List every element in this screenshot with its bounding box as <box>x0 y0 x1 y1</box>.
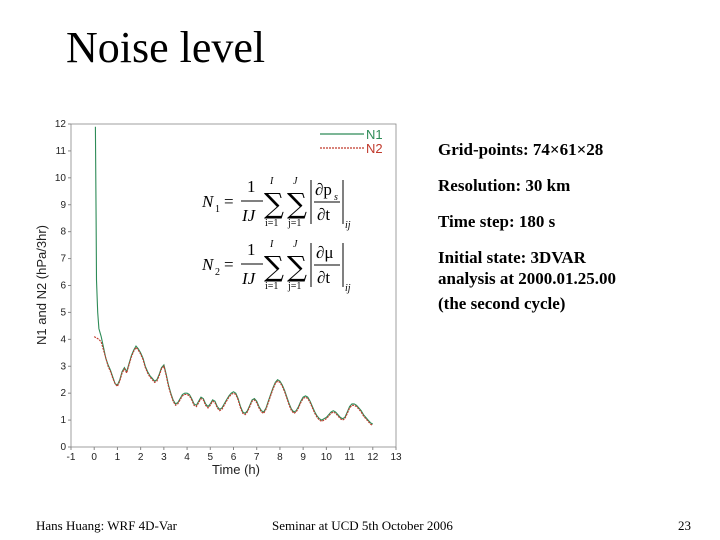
eq2-sum-i-top: I <box>269 239 274 250</box>
legend-label-n2: N2 <box>366 141 383 156</box>
series-line-n1 <box>94 126 374 425</box>
info-analysis: analysis at 2000.01.25.00 <box>438 269 617 288</box>
legend-label-n1: N1 <box>366 127 383 142</box>
eq1-frac-den: IJ <box>241 206 257 225</box>
equation-n1: N 1 = 1 IJ I ∑ i=1 J ∑ j=1 ∂p s ∂t ij <box>201 176 351 231</box>
eq1-numerator: ∂p <box>315 180 332 199</box>
eq1-sum-i-bot: i=1 <box>265 218 278 229</box>
y-tick-label: 0 <box>60 442 66 453</box>
y-tick-label: 4 <box>60 334 66 345</box>
eq2-frac-num: 1 <box>247 240 256 259</box>
x-tick-label: 13 <box>390 452 402 463</box>
y-tick-label: 11 <box>56 146 67 157</box>
x-tick-label: 12 <box>367 452 379 463</box>
x-tick-label: 3 <box>161 452 167 463</box>
eq1-numerator-sub: s <box>334 192 338 203</box>
slide-title: Noise level <box>66 23 266 72</box>
x-tick-label: 2 <box>138 452 144 463</box>
eq1-lhs: N <box>201 192 215 211</box>
x-axis-label: Time (h) <box>212 462 260 477</box>
y-tick-label: 1 <box>60 415 66 426</box>
eq2-numerator: ∂μ <box>316 243 334 262</box>
x-tick-label: 0 <box>91 452 97 463</box>
eq2-lhs-sub: 2 <box>215 267 220 278</box>
eq2-ij: ij <box>345 283 351 294</box>
y-tick-label: 6 <box>60 281 66 292</box>
page-number: 23 <box>678 518 691 533</box>
eq2-sum-j-bot: j=1 <box>287 281 301 292</box>
y-tick-label: 7 <box>60 254 66 265</box>
eq2-lhs: N <box>201 255 215 274</box>
eq1-sum-i-top: I <box>269 176 274 187</box>
eq2-sum-i-bot: i=1 <box>265 281 278 292</box>
eq2-sum-j-symbol: ∑ <box>287 250 307 283</box>
y-axis-label: N1 and N2 (hPa/3hr) <box>34 225 49 345</box>
y-tick-label: 10 <box>55 173 67 184</box>
x-tick-label: 10 <box>321 452 333 463</box>
eq2-sum-i-symbol: ∑ <box>264 250 284 283</box>
eq2-frac-den: IJ <box>241 269 257 288</box>
series-line-n2 <box>93 336 374 426</box>
info-time-step: Time step: 180 s <box>438 212 556 231</box>
x-tick-label: 8 <box>277 452 283 463</box>
eq1-equals: = <box>224 192 234 211</box>
x-tick-label: 5 <box>208 452 214 463</box>
y-tick-label: 2 <box>60 388 66 399</box>
info-grid-points: Grid-points: 74×61×28 <box>438 140 604 159</box>
y-tick-label: 8 <box>60 227 66 238</box>
eq2-sum-j-top: J <box>293 239 298 250</box>
equation-n2: N 2 = 1 IJ I ∑ i=1 J ∑ j=1 ∂μ ∂t ij <box>201 239 351 294</box>
legend: N1 N2 <box>320 127 383 156</box>
x-tick-label: 11 <box>344 452 355 463</box>
info-initial-state: Initial state: 3DVAR <box>438 248 586 267</box>
y-tick-label: 3 <box>60 361 66 372</box>
eq1-lhs-sub: 1 <box>215 204 220 215</box>
eq2-denominator: ∂t <box>317 268 330 287</box>
x-tick-label: 1 <box>115 452 121 463</box>
footer-seminar: Seminar at UCD 5th October 2006 <box>272 518 453 533</box>
y-tick-label: 5 <box>60 307 66 318</box>
eq1-sum-i-symbol: ∑ <box>264 187 284 220</box>
x-tick-label: 4 <box>184 452 190 463</box>
x-tick-label: -1 <box>67 452 76 463</box>
eq1-denominator: ∂t <box>317 205 330 224</box>
info-cycle: (the second cycle) <box>438 294 566 313</box>
eq1-ij: ij <box>345 220 351 231</box>
eq2-equals: = <box>224 255 234 274</box>
y-tick-label: 9 <box>60 200 66 211</box>
eq1-sum-j-symbol: ∑ <box>287 187 307 220</box>
chart-series <box>93 126 374 426</box>
info-resolution: Resolution: 30 km <box>438 176 571 195</box>
eq1-frac-num: 1 <box>247 177 256 196</box>
y-tick-label: 12 <box>55 119 67 130</box>
x-tick-label: 9 <box>300 452 306 463</box>
x-tick-label: 6 <box>231 452 237 463</box>
eq1-sum-j-bot: j=1 <box>287 218 301 229</box>
footer-author: Hans Huang: WRF 4D-Var <box>36 518 177 533</box>
x-tick-label: 7 <box>254 452 260 463</box>
eq1-sum-j-top: J <box>293 176 298 187</box>
